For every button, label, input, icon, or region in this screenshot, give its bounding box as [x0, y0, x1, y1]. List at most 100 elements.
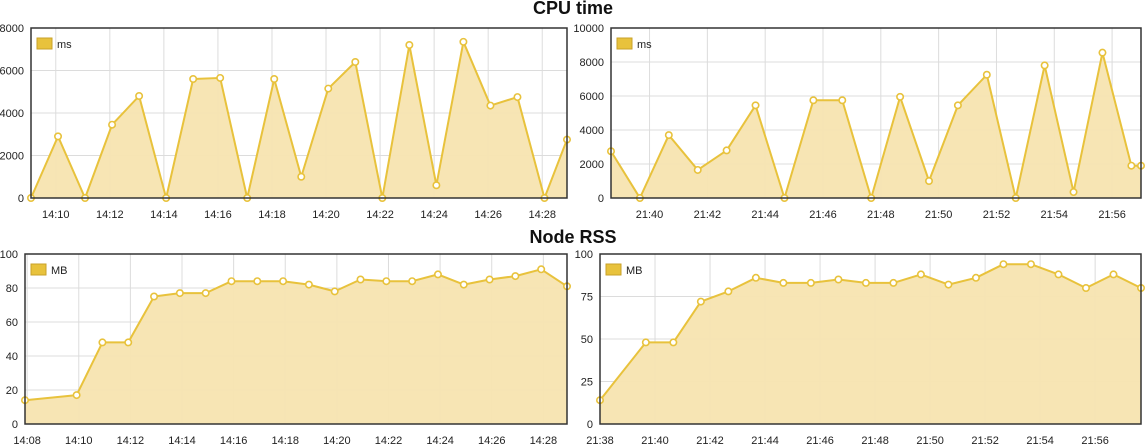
data-point: [405, 40, 414, 49]
data-point: [1040, 61, 1049, 70]
data-point: [953, 101, 962, 110]
data-point: [751, 273, 760, 282]
data-point: [999, 260, 1008, 269]
x-tick-label: 21:52: [983, 209, 1011, 221]
y-tick-label: 100: [575, 249, 593, 261]
legend-label: MB: [626, 265, 643, 277]
y-tick-label: 0: [598, 193, 604, 205]
legend-label: ms: [637, 39, 652, 51]
data-point: [216, 73, 225, 82]
y-tick-label: 75: [581, 292, 593, 304]
data-point: [72, 391, 81, 400]
x-tick-label: 21:52: [971, 435, 999, 446]
data-point: [779, 278, 788, 287]
x-tick-label: 21:40: [636, 209, 664, 221]
y-tick-label: 4000: [580, 125, 604, 137]
x-tick-label: 21:56: [1098, 209, 1126, 221]
data-point: [834, 275, 843, 284]
y-tick-label: 20: [6, 385, 18, 397]
data-point: [641, 338, 650, 347]
data-point: [253, 277, 262, 286]
data-point: [201, 289, 210, 298]
data-point: [924, 177, 933, 186]
data-point: [297, 172, 306, 181]
legend: ms: [616, 37, 652, 51]
data-point: [809, 96, 818, 105]
series-line: [599, 263, 1142, 401]
y-tick-label: 40: [6, 351, 18, 363]
data-point: [324, 84, 333, 93]
node-rss-title: Node RSS: [529, 227, 617, 247]
data-point: [861, 278, 870, 287]
x-tick-label: 14:20: [323, 435, 351, 446]
x-tick-label: 14:12: [96, 209, 124, 221]
data-point: [1054, 270, 1063, 279]
plot-frame: [610, 27, 1142, 199]
data-point: [751, 101, 760, 110]
y-tick-label: 0: [12, 419, 18, 431]
x-tick-label: 14:22: [366, 209, 394, 221]
data-point: [189, 75, 198, 84]
data-point: [513, 93, 522, 102]
x-tick-label: 21:46: [806, 435, 834, 446]
legend-label: ms: [57, 39, 72, 51]
x-tick-label: 14:26: [478, 435, 506, 446]
data-point: [486, 101, 495, 110]
data-point: [806, 278, 815, 287]
data-point: [175, 289, 184, 298]
plot-frame: [30, 27, 568, 199]
y-tick-label: 100: [0, 249, 18, 261]
data-point: [889, 278, 898, 287]
legend-swatch: [30, 263, 47, 276]
x-tick-label: 14:10: [42, 209, 70, 221]
data-point: [304, 280, 313, 289]
data-point: [408, 277, 417, 286]
y-tick-label: 8000: [0, 23, 24, 35]
data-point: [537, 265, 546, 274]
data-point: [1098, 48, 1107, 57]
data-point: [1026, 260, 1035, 269]
y-tick-label: 2000: [0, 151, 24, 163]
x-tick-label: 21:40: [641, 435, 669, 446]
plot-frame: [24, 253, 568, 425]
data-point: [382, 277, 391, 286]
x-tick-label: 14:14: [168, 435, 196, 446]
x-tick-label: 21:50: [925, 209, 953, 221]
x-tick-label: 21:56: [1081, 435, 1109, 446]
data-point: [108, 120, 117, 129]
legend-swatch: [605, 263, 622, 276]
cpu-time-title: CPU time: [532, 0, 613, 18]
y-tick-label: 60: [6, 317, 18, 329]
data-point: [1069, 188, 1078, 197]
data-point: [459, 37, 468, 46]
data-point: [511, 272, 520, 281]
y-tick-label: 6000: [580, 91, 604, 103]
data-point: [330, 287, 339, 296]
x-tick-label: 14:08: [13, 435, 41, 446]
y-tick-label: 4000: [0, 108, 24, 120]
data-point: [227, 277, 236, 286]
data-point: [135, 92, 144, 101]
y-tick-label: 80: [6, 283, 18, 295]
data-point: [838, 96, 847, 105]
data-point: [916, 270, 925, 279]
x-tick-label: 14:16: [204, 209, 232, 221]
y-tick-label: 0: [18, 193, 24, 205]
data-point: [432, 181, 441, 190]
y-tick-label: 50: [581, 334, 593, 346]
y-tick-label: 0: [587, 419, 593, 431]
series-line: [610, 51, 1141, 199]
y-tick-label: 2000: [580, 159, 604, 171]
x-tick-label: 21:38: [586, 435, 614, 446]
series-area: [600, 264, 1141, 424]
x-tick-label: 21:42: [694, 209, 722, 221]
data-point: [664, 131, 673, 140]
data-point: [433, 270, 442, 279]
x-tick-label: 21:48: [861, 435, 889, 446]
data-point: [124, 338, 133, 347]
x-tick-label: 14:14: [150, 209, 178, 221]
x-tick-label: 14:28: [528, 209, 556, 221]
